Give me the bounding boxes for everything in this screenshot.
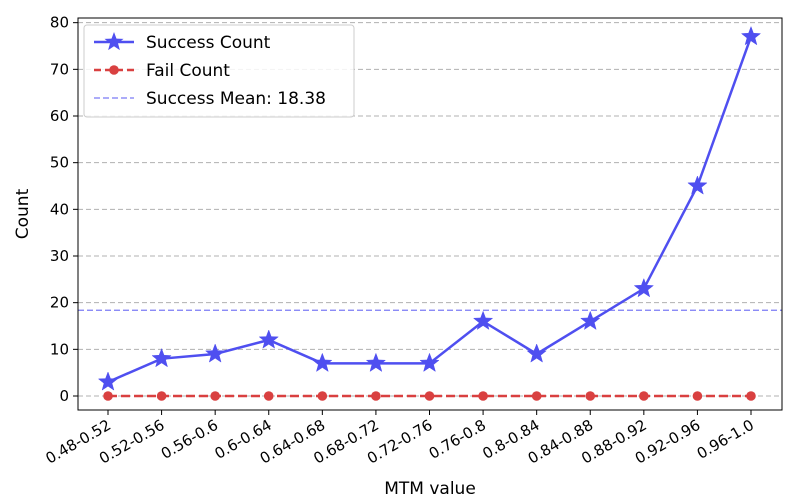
success-count-point [419,352,440,372]
success-count-point [258,329,279,349]
success-count-point [526,343,547,363]
fail-count-point [424,391,435,401]
fail-count-point [103,391,113,401]
fail-count-point [478,391,488,401]
legend-box [83,24,355,118]
fail-count-point [156,391,167,401]
y-tick-label: 40 [50,200,69,218]
legend-entry-label: Success Mean: 18.38 [146,89,326,109]
success-count-point [365,352,387,372]
y-tick-label: 70 [50,60,69,78]
fail-count-point [263,391,274,401]
fail-count-point [317,391,328,401]
legend-entry-label: Success Count [146,33,271,53]
x-axis-label: MTM value [384,479,476,499]
y-tick-label: 0 [59,387,69,405]
y-tick-label: 80 [50,14,69,32]
success-count-point [687,175,708,195]
success-count-point [633,277,655,298]
fail-count-point [585,391,596,401]
legend-entry-label: Fail Count [146,61,230,81]
legend-star-marker [104,32,124,51]
fail-count-point [639,391,649,401]
legend-circle-marker [109,65,119,75]
y-axis: 0 10 20 30 40 50 60 70 80 [50,14,78,405]
success-count-point [204,343,226,363]
y-tick-label: 10 [50,340,69,358]
success-count-point [580,310,601,330]
x-tick-label: 0.76-0.8 [426,416,489,463]
y-tick-label: 60 [50,107,69,125]
fail-count-point [692,391,703,401]
x-axis: 0.48-0.520.52-0.560.56-0.60.6-0.640.64-0… [42,410,757,468]
fail-count-point [746,391,756,401]
legend: Success Count Fail Count Success Mean: 18.… [83,24,355,118]
data-series [97,25,762,401]
x-tick-label: 0.96-1.0 [694,416,757,463]
success-count-point [97,371,119,391]
grid-lines [78,22,782,397]
success-count-point [472,310,494,330]
success-count-point [151,347,172,368]
y-tick-label: 30 [50,247,69,265]
success-count-point [312,352,333,372]
y-tick-label: 20 [50,294,69,312]
fail-count-point [210,391,220,401]
success-count-point [740,25,762,46]
fail-count-point [531,391,542,401]
y-axis-label: Count [13,188,33,239]
fail-count-point [371,391,381,401]
x-tick-label: 0.56-0.6 [158,416,221,463]
y-tick-label: 50 [50,154,69,172]
